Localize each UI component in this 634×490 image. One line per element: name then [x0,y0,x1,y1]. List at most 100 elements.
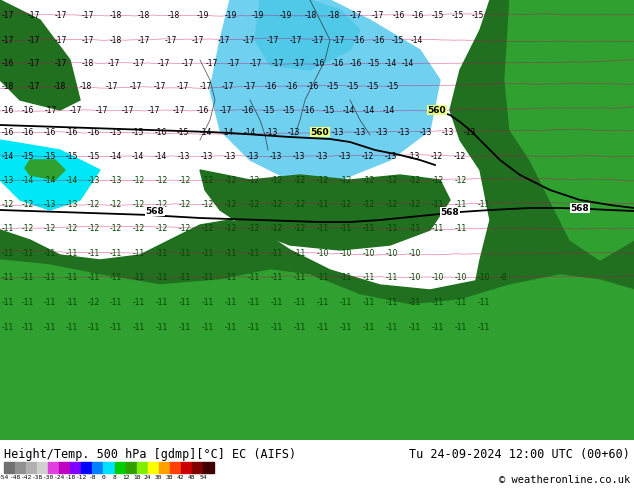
Text: -11: -11 [202,297,214,307]
Text: 54: 54 [199,475,207,480]
Text: -14: -14 [200,127,212,137]
Text: -15: -15 [132,127,145,137]
Text: -11: -11 [363,223,375,232]
Text: -10: -10 [455,272,467,281]
Bar [81,462,93,473]
Text: -17: -17 [206,58,218,68]
Text: -16: -16 [44,127,56,137]
Text: -11: -11 [22,322,34,332]
Bar [192,462,203,473]
Text: -17: -17 [250,58,262,68]
Text: -16: -16 [22,127,34,137]
Text: -16: -16 [332,58,344,68]
Text: -12: -12 [248,223,260,232]
Text: -15: -15 [367,81,379,91]
Polygon shape [0,0,80,110]
Text: -17: -17 [133,58,145,68]
Text: -11: -11 [409,322,421,332]
Text: -11: -11 [88,322,100,332]
Text: -17: -17 [130,81,143,91]
Text: 568: 568 [571,203,590,213]
Text: -11: -11 [294,297,306,307]
Text: -17: -17 [177,81,190,91]
Text: -11: -11 [179,272,191,281]
Text: -18: -18 [328,10,340,20]
Text: 560: 560 [428,105,446,115]
Polygon shape [255,0,360,70]
Text: -11: -11 [2,272,14,281]
Text: -11: -11 [363,297,375,307]
Text: -12: -12 [75,475,87,480]
Text: -15: -15 [387,81,399,91]
Text: -16: -16 [307,81,320,91]
Text: -14: -14 [2,151,15,161]
Bar [181,462,192,473]
Text: -16: -16 [303,105,315,115]
Text: -11: -11 [248,248,260,258]
Text: -12: -12 [271,223,283,232]
Text: -13: -13 [332,127,344,137]
Bar [48,462,59,473]
Text: -15: -15 [177,127,190,137]
Text: -11: -11 [478,199,490,209]
Polygon shape [25,160,65,180]
Bar [137,462,148,473]
Text: -11: -11 [340,272,353,281]
Text: © weatheronline.co.uk: © weatheronline.co.uk [499,475,630,485]
Text: -17: -17 [55,35,67,45]
Text: -11: -11 [317,297,329,307]
Text: -17: -17 [138,35,150,45]
Text: -17: -17 [28,81,41,91]
Text: -15: -15 [283,105,295,115]
Text: -11: -11 [133,248,145,258]
Text: 568: 568 [441,207,460,217]
Text: -16: -16 [353,35,365,45]
Text: -12: -12 [363,199,375,209]
Text: -13: -13 [385,151,398,161]
Text: -8: -8 [500,272,507,281]
Text: -11: -11 [478,322,490,332]
Text: -12: -12 [88,199,100,209]
Text: -18: -18 [138,10,150,20]
Text: -13: -13 [354,127,366,137]
Text: -12: -12 [202,175,214,185]
Text: -10: -10 [478,272,490,281]
Text: -13: -13 [66,199,79,209]
Text: -19: -19 [225,10,237,20]
Text: 0: 0 [101,475,105,480]
Text: -12: -12 [202,223,214,232]
Text: 30: 30 [155,475,162,480]
Text: 38: 38 [166,475,174,480]
Text: -12: -12 [271,199,283,209]
Text: -12: -12 [66,223,78,232]
Text: 24: 24 [144,475,152,480]
Text: -11: -11 [110,322,122,332]
Text: -18: -18 [2,81,14,91]
Polygon shape [210,0,440,180]
Text: -15: -15 [110,127,122,137]
Text: -17: -17 [28,10,41,20]
Text: -17: -17 [220,105,233,115]
Text: -12: -12 [340,175,353,185]
Text: -11: -11 [110,297,122,307]
Polygon shape [505,0,634,260]
Text: -13: -13 [266,127,278,137]
Text: -14: -14 [155,151,167,161]
Text: 18: 18 [133,475,140,480]
Text: -11: -11 [455,297,467,307]
Text: -16: -16 [313,58,325,68]
Text: -11: -11 [133,322,145,332]
Text: -11: -11 [409,223,421,232]
Bar [148,462,158,473]
Text: -17: -17 [173,105,185,115]
Text: -13: -13 [293,151,306,161]
Text: -12: -12 [133,175,145,185]
Polygon shape [0,140,100,210]
Text: -11: -11 [225,322,237,332]
Text: -11: -11 [294,322,306,332]
Text: -12: -12 [294,223,306,232]
Text: -11: -11 [202,322,214,332]
Text: -13: -13 [464,127,476,137]
Text: -11: -11 [248,322,260,332]
Text: -19: -19 [280,10,292,20]
